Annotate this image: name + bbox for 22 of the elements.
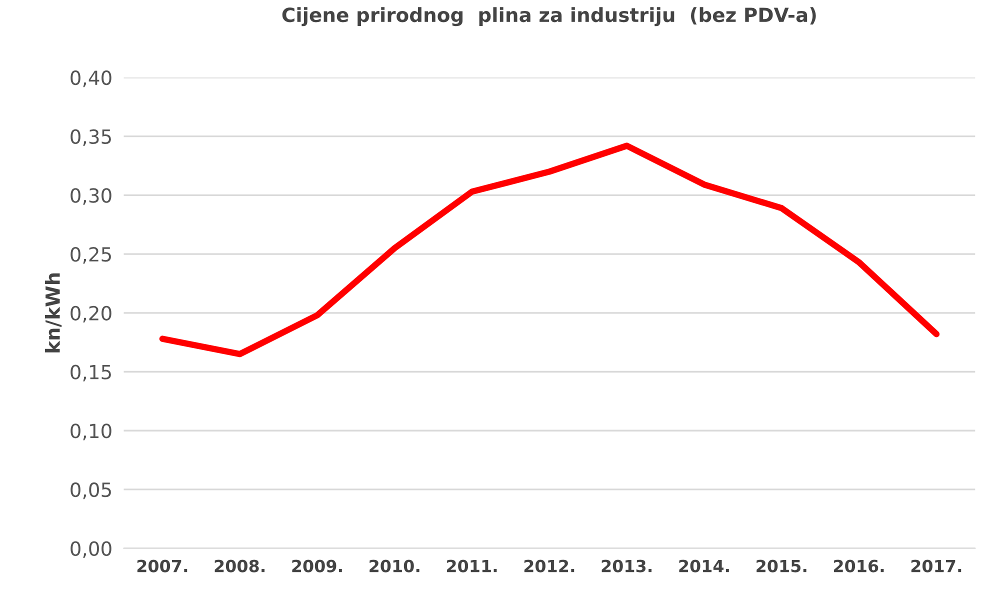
x-tick-label: 2011. <box>447 560 497 572</box>
y-tick-label: 0,00 <box>70 541 112 558</box>
y-tick-label: 0,20 <box>70 306 112 323</box>
x-tick-label: 2007. <box>137 560 188 572</box>
y-axis-title: kn/kWh <box>44 273 62 352</box>
y-tick-label: 0,35 <box>70 129 111 146</box>
x-tick-label: 2015. <box>756 560 806 572</box>
x-tick-label: 2009. <box>292 560 342 572</box>
y-tick-label: 0,40 <box>70 70 112 88</box>
x-tick-label: 2012. <box>524 560 574 572</box>
x-tick-label: 2014. <box>679 560 729 572</box>
x-tick-label: 2010. <box>370 560 420 572</box>
x-tick-label: 2008. <box>214 560 265 572</box>
x-tick-label: 2013. <box>602 560 652 572</box>
y-tick-label: 0,25 <box>70 247 111 264</box>
x-tick-label: 2016. <box>834 560 884 572</box>
y-tick-label: 0,30 <box>70 188 112 205</box>
y-tick-label: 0,15 <box>70 364 111 382</box>
y-tick-label: 0,05 <box>70 482 111 500</box>
x-tick-label: 2017. <box>911 560 962 572</box>
y-tick-label: 0,10 <box>70 424 112 440</box>
chart-title: Cijene prirodnog plina za industriju (bez PDV-a) <box>282 7 816 26</box>
